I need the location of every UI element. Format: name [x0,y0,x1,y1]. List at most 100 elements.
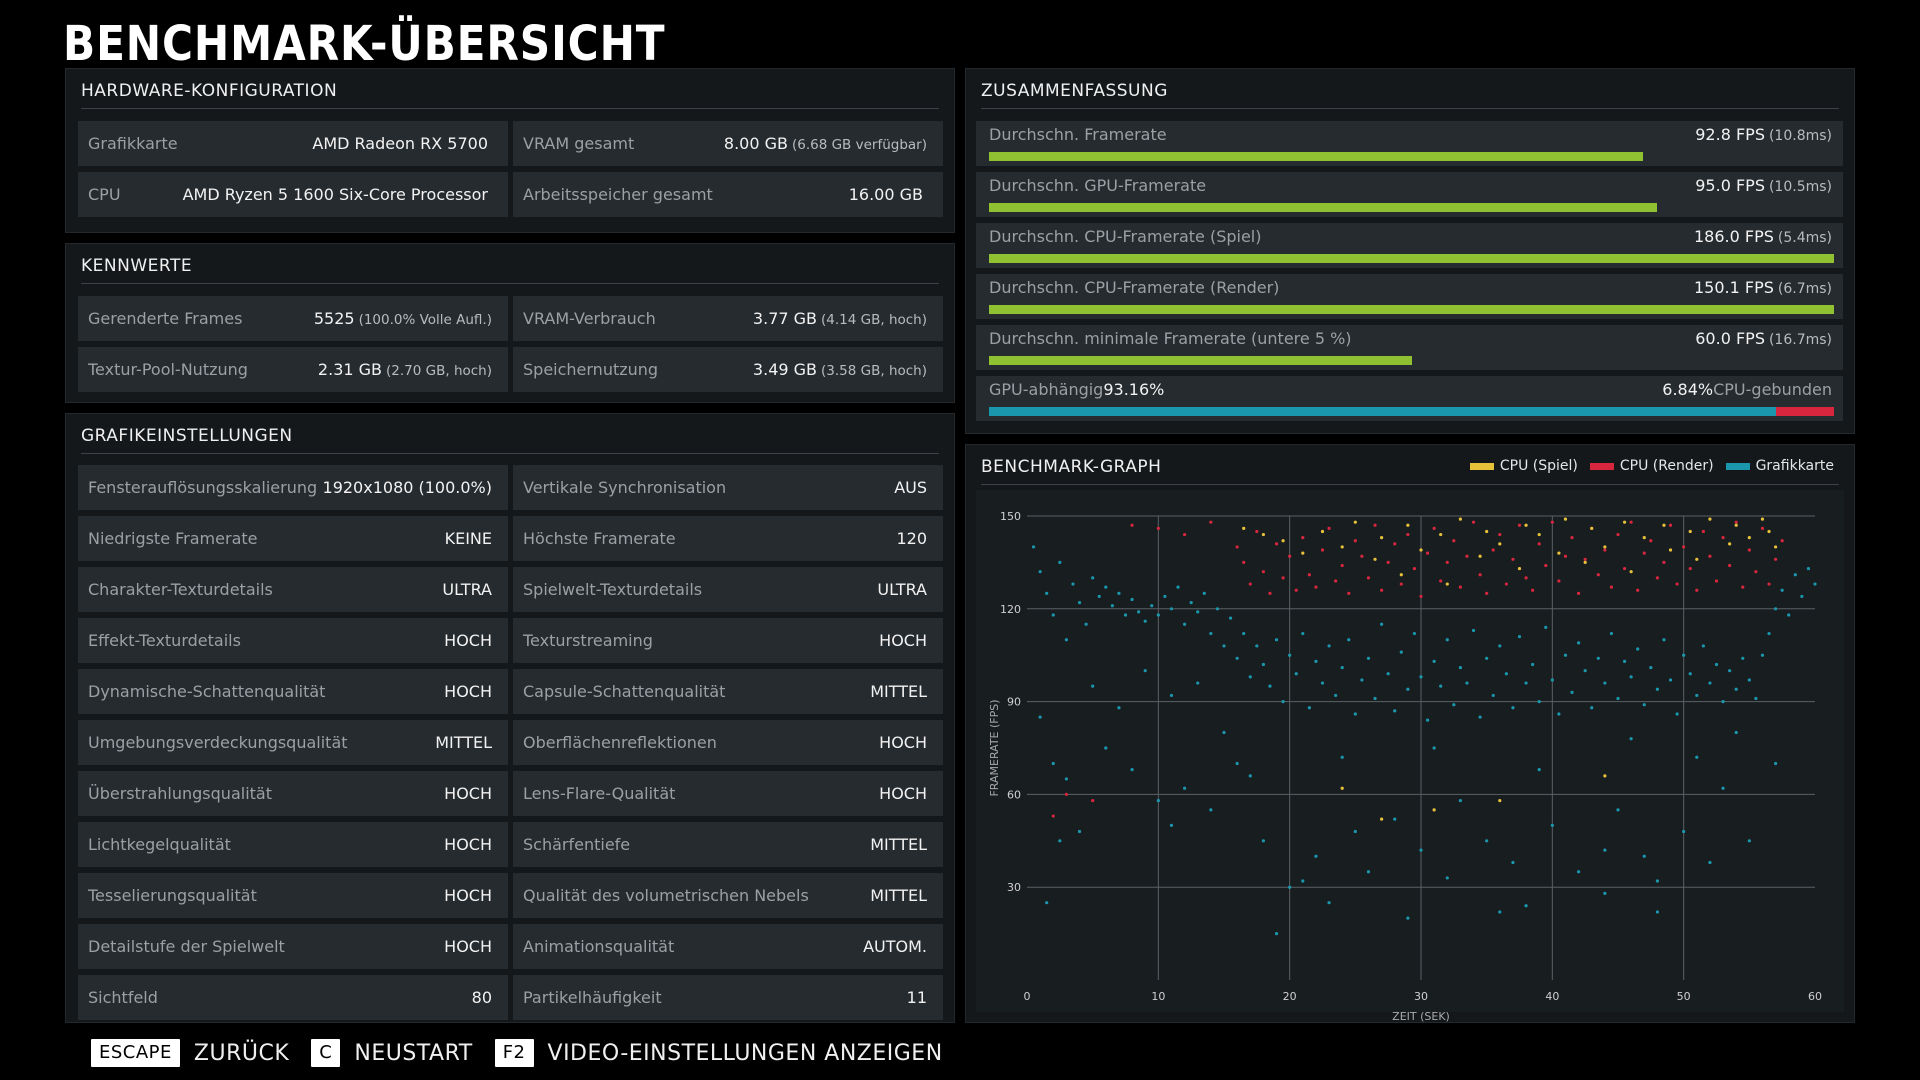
data-point [1077,601,1082,605]
data-point [1741,656,1745,660]
data-point [1517,566,1522,571]
video-settings-action[interactable]: VIDEO-EINSTELLUNGEN ANZEIGEN [547,1040,943,1066]
summary-value-sub: (10.8ms) [1768,128,1832,144]
data-point [1183,532,1187,537]
cell-value: AMD Ryzen 5 1600 Six-Core Processor [183,172,492,219]
legend-swatch [1469,462,1494,470]
data-point [1209,808,1213,812]
graph-panel: BENCHMARK-GRAPH CPU (Spiel) CPU (Render)… [965,444,1855,1023]
value-main: AMD Ryzen 5 1600 Six-Core Processor [182,185,488,204]
data-point [1655,576,1659,580]
cell-value: 8.00 GB (6.68 GB verfügbar) [724,121,927,168]
data-point [1406,916,1410,920]
data-point [1721,700,1725,704]
data-point [1248,675,1252,679]
data-point [1465,681,1469,685]
c-key-badge[interactable]: C [311,1039,341,1067]
setting-value: HOCH [444,835,492,854]
summary-bar [989,203,1658,212]
setting-value: MITTEL [870,835,927,854]
data-point [1655,879,1659,883]
data-point [1642,703,1646,707]
setting-value: HOCH [444,631,492,650]
data-point [1373,523,1377,527]
kennwerte-panel-title: KENNWERTE [81,244,939,284]
cpu-bound-text: CPU-gebunden [1713,380,1832,399]
data-point [1084,622,1088,626]
data-point [1708,681,1712,685]
setting-label: Niedrigste Framerate [88,529,258,548]
data-point [1314,585,1318,589]
summary-row: Durchschn. Framerate 92.8 FPS (10.8ms) [976,121,1843,166]
summary-value-main: 60.0 FPS [1695,329,1765,348]
data-point [1478,715,1482,719]
data-point [1544,625,1548,629]
data-point [1163,594,1167,599]
data-point [1334,693,1338,698]
data-point [1774,557,1778,561]
data-point [1432,526,1436,530]
value-sub: (2.70 GB, hoch) [386,363,492,379]
escape-key-badge[interactable]: ESCAPE [91,1039,180,1067]
data-point [1668,678,1673,682]
gpu-cpu-split-row: GPU-abhängig93.16% 6.84%CPU-gebunden [976,376,1843,421]
summary-bar [989,356,1412,365]
data-point [1603,848,1607,852]
f2-key-badge[interactable]: F2 [494,1039,534,1067]
data-point [1117,706,1121,710]
summary-value-sub: (5.4ms) [1777,230,1832,246]
data-point [1655,910,1659,914]
summary-label: Durchschn. GPU-Framerate [989,176,1207,195]
setting-label: Animationsqualität [523,937,675,956]
data-point [1222,644,1226,648]
data-point [1609,585,1614,589]
y-tick-label: 30 [1007,881,1021,894]
summary-row: Durchschn. minimale Framerate (untere 5 … [976,325,1843,370]
data-point [1156,613,1160,617]
data-point [1668,523,1673,527]
data-point [1340,755,1344,759]
setting-cell: Lichtkegelqualität HOCH [78,822,508,867]
data-point [1478,573,1482,577]
data-point [1747,839,1751,843]
data-point [1274,542,1279,546]
data-point [1622,566,1627,571]
data-point [1432,808,1436,812]
data-point [1655,687,1659,691]
setting-cell: Charakter-Texturdetails ULTRA [78,567,508,612]
data-point [1787,613,1791,617]
data-point [1307,573,1311,577]
data-point [1570,536,1574,540]
summary-row: Durchschn. CPU-Framerate (Spiel) 186.0 FP… [976,223,1843,268]
y-tick-label: 90 [1007,696,1021,709]
data-point [1728,563,1732,568]
data-point [1485,839,1489,843]
kennwerte-cell: Gerenderte Frames 5525 (100.0% Volle Aufl… [78,296,508,341]
data-point [1445,638,1449,642]
value-main: 16.00 GB [848,185,923,204]
restart-action[interactable]: NEUSTART [354,1040,473,1066]
data-point [1747,678,1751,682]
cell-label: Grafikkarte [88,134,178,153]
data-point [1196,610,1200,614]
data-point [1386,672,1390,676]
data-point [1419,594,1423,599]
cell-label: Arbeitsspeicher gesamt [523,185,713,204]
data-point [1045,901,1049,905]
summary-panel: ZUSAMMENFASSUNG GPU-abhängig93.16% 6.84%… [965,68,1855,434]
kennwerte-cell: VRAM-Verbrauch 3.77 GB (4.14 GB, hoch) [513,296,943,341]
data-point [1281,700,1285,704]
data-point [1307,706,1311,710]
data-point [1570,690,1574,694]
data-point [1498,644,1502,648]
data-point [1038,715,1042,719]
setting-value: KEINE [444,529,492,548]
data-point [1255,644,1259,648]
back-action[interactable]: ZURÜCK [193,1040,290,1066]
cell-label: CPU [88,185,121,204]
data-point [1366,656,1371,660]
data-point [1590,526,1594,530]
data-point [1314,659,1318,663]
data-point [1334,579,1338,583]
data-point [1662,523,1666,527]
